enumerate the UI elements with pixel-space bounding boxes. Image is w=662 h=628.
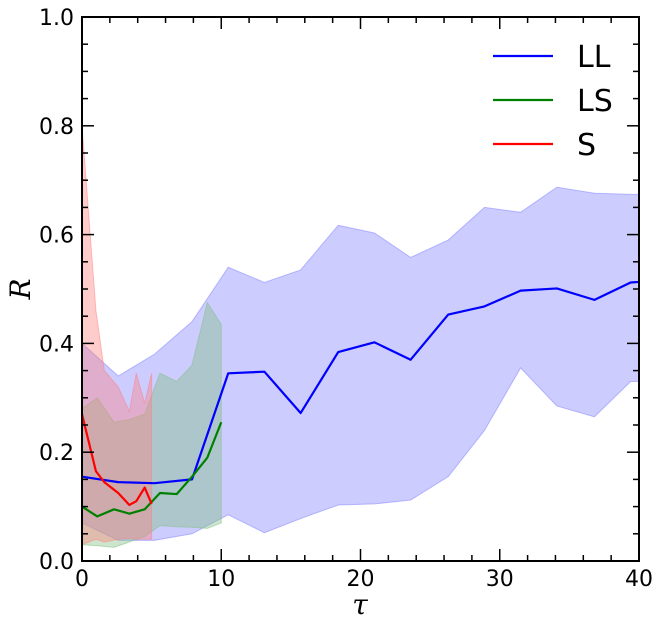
- x-tick-label: 30: [486, 567, 514, 592]
- legend-label-s: S: [577, 128, 596, 163]
- y-tick-label: 1.0: [39, 6, 74, 31]
- legend-label-ls: LS: [577, 84, 613, 119]
- line-ls: [81, 421, 223, 518]
- y-tick-label: 0.6: [39, 224, 74, 249]
- line-s: [80, 413, 153, 507]
- x-axis-label: τ: [352, 588, 368, 621]
- x-tick-label: 40: [625, 567, 653, 592]
- x-tick-label: 20: [347, 567, 375, 592]
- legend-label-ll: LL: [577, 40, 611, 75]
- legend: LL LS S: [493, 40, 613, 163]
- tick-labels: 0 10 20 30 40 0.0 0.2 0.4 0.6 0.8 1.0: [39, 6, 653, 592]
- x-tick-label: 10: [207, 567, 235, 592]
- y-axis-label: R: [4, 278, 37, 300]
- y-tick-label: 0.8: [39, 115, 74, 140]
- y-tick-label: 0.2: [39, 441, 74, 466]
- band-s: [81, 125, 153, 546]
- plot-frame: [81, 16, 640, 562]
- series-lines: [80, 280, 640, 518]
- line-ll: [81, 280, 640, 485]
- y-tick-label: 0.0: [39, 550, 74, 575]
- y-tick-label: 0.4: [39, 332, 74, 357]
- x-tick-label: 0: [75, 567, 89, 592]
- confidence-bands: [81, 125, 640, 548]
